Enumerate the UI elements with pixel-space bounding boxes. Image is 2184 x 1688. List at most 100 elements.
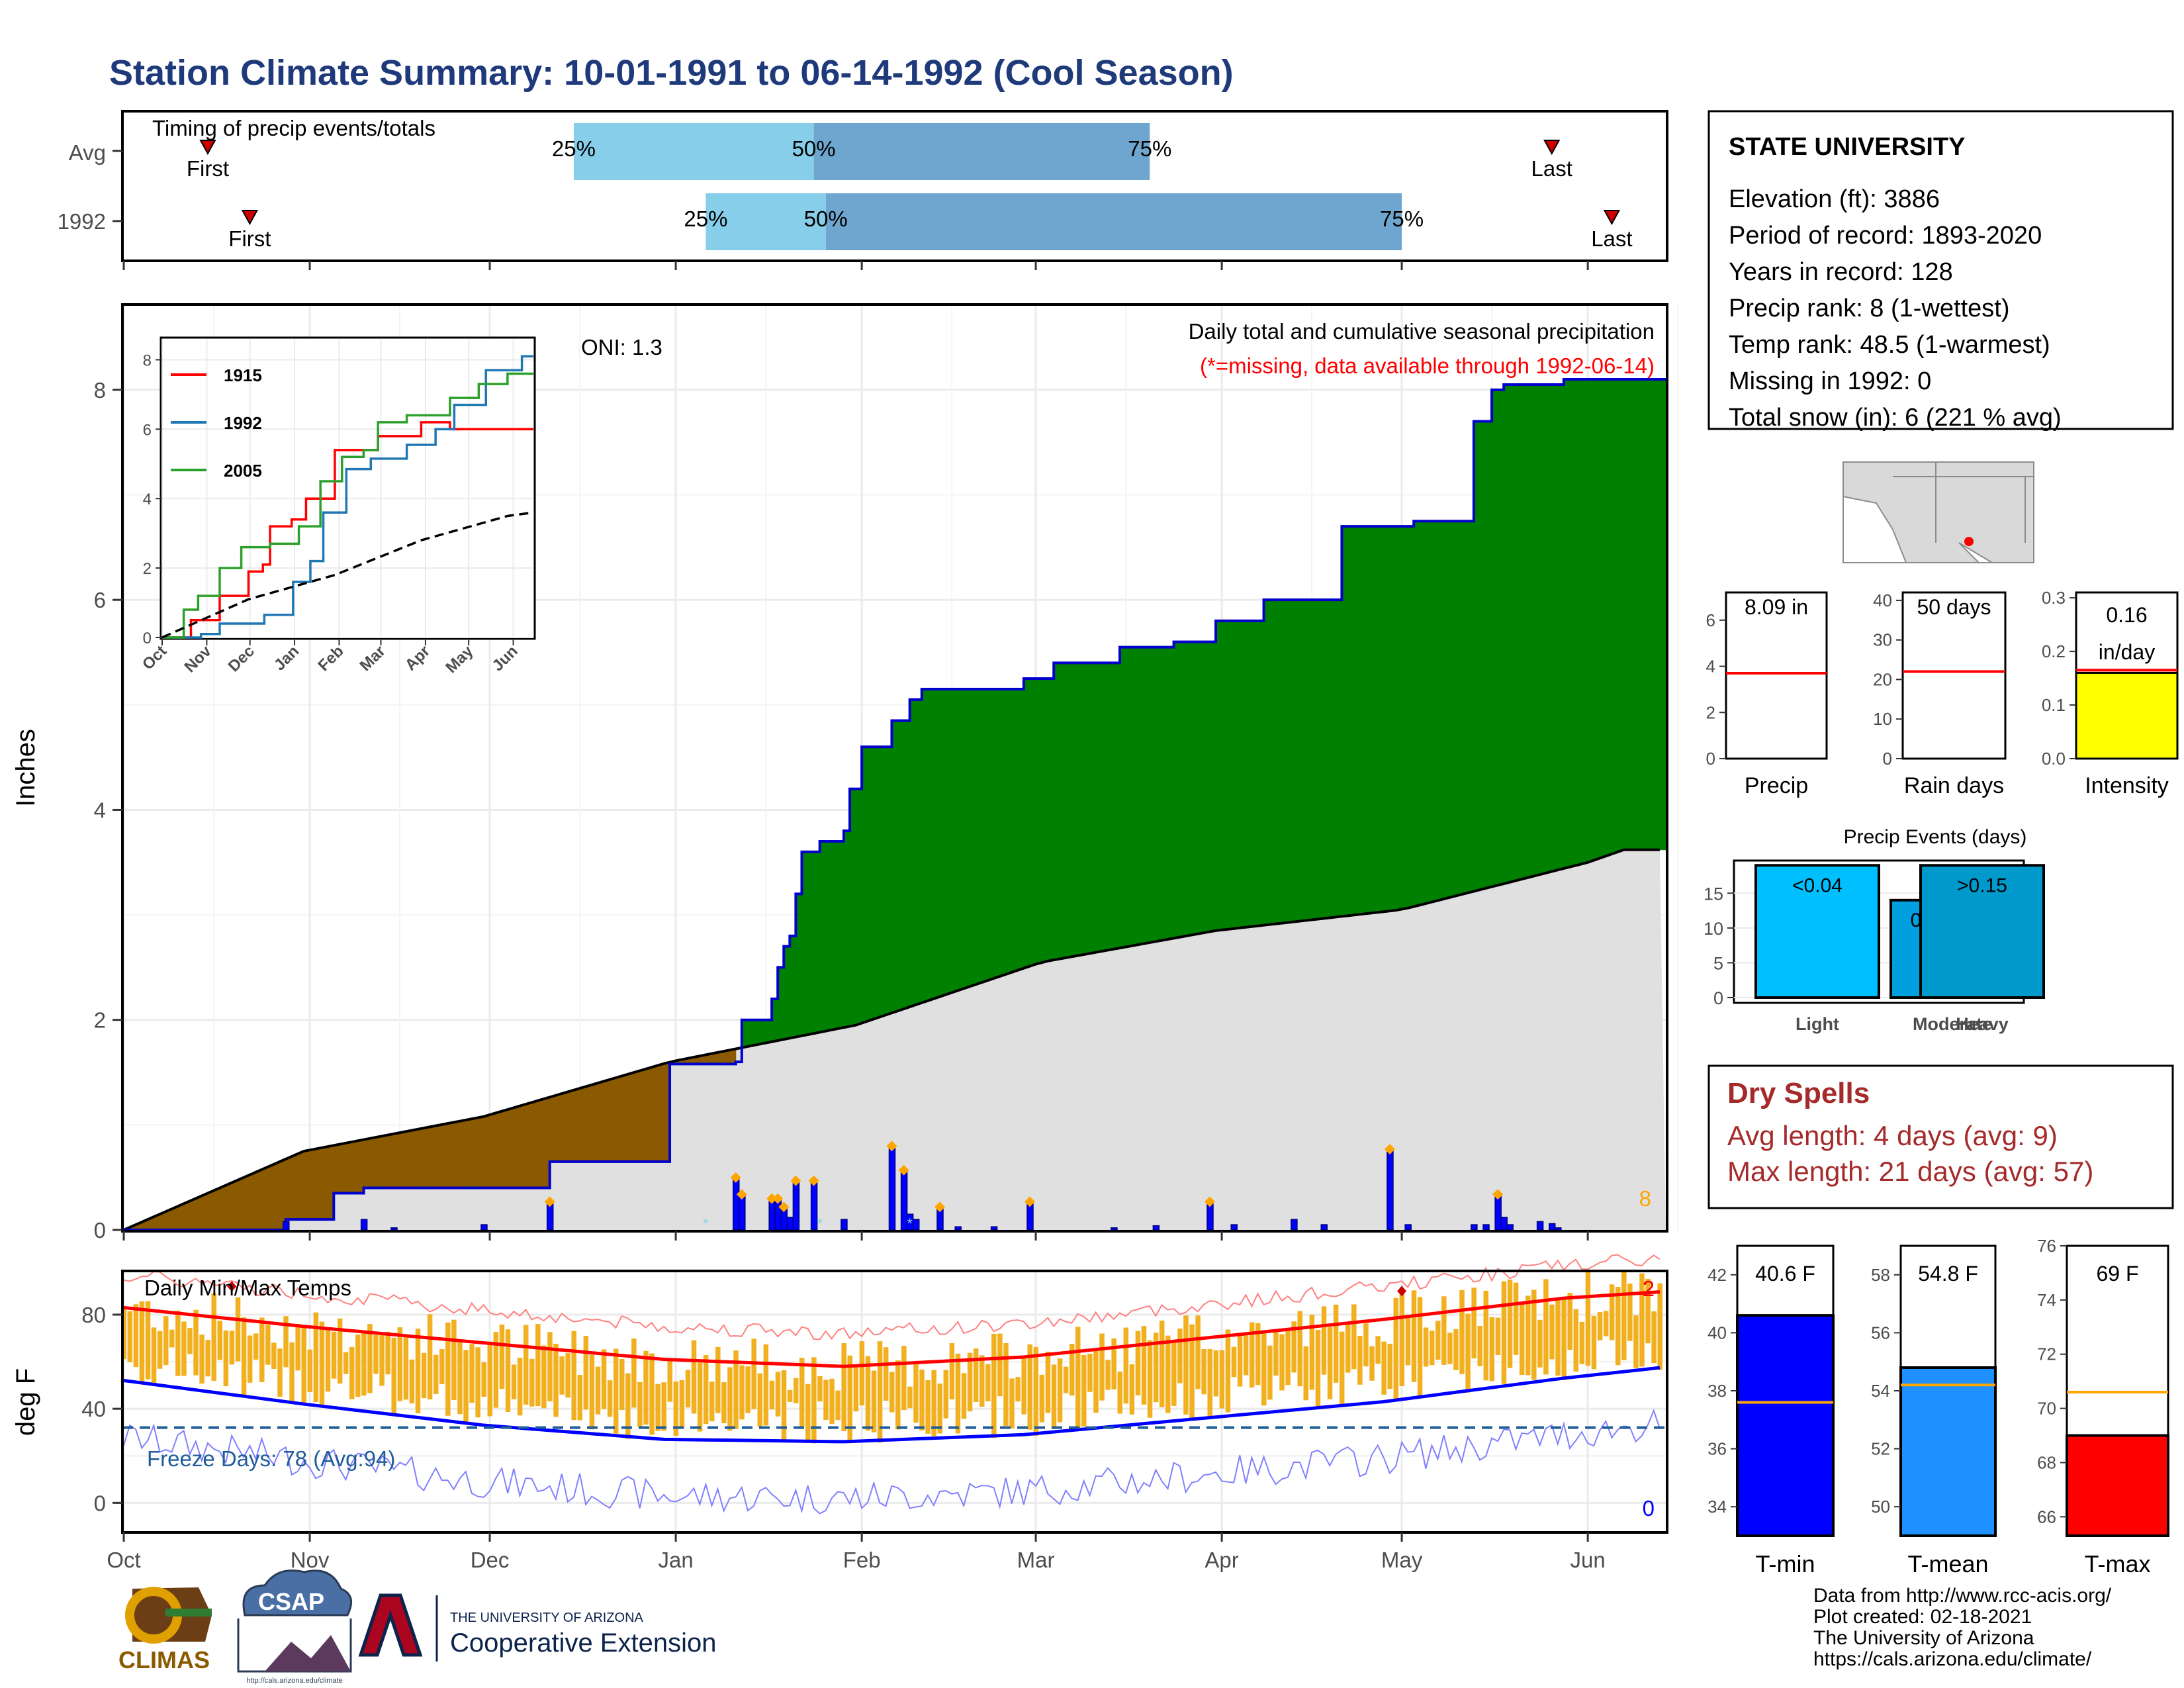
timing-bar-lower-Avg [573,123,814,180]
temp-summary-y-tick-label: 34 [1707,1497,1727,1517]
daily-temp-bar [1567,1293,1572,1350]
temp-x-tick-label: Mar [1017,1548,1055,1572]
temp-x-tick-label: Nov [291,1548,330,1572]
temp-background [122,1271,1667,1532]
daily-temp-bar [643,1350,649,1425]
summary-y-tick-label: 20 [1873,669,1892,689]
daily-temp-bar [787,1389,793,1402]
summary-value-unit-Intensity: in/day [2099,640,2155,664]
summary-y-tick-label: 30 [1873,630,1892,650]
daily-temp-bar [583,1336,589,1410]
summary-y-tick-label: 4 [1706,657,1715,677]
events-value-Heavy: >0.15 [1957,874,2007,896]
daily-temp-bar [331,1331,337,1379]
map-region-south [1958,542,1995,563]
summary-y-tick-label: 6 [1706,610,1715,630]
daily-temp-bar [931,1370,936,1436]
daily-temp-bar [943,1370,949,1419]
daily-temp-bar [1207,1348,1212,1419]
daily-temp-bar [397,1327,403,1401]
precip-panel: * * * 0 2 4 6 8 Inches ONI: 1.3 Daily total an… [11,303,1679,1243]
summary-bar-Intensity [2075,671,2179,760]
daily-temp-bar [1507,1280,1513,1368]
heavy-precip-marker [1384,1144,1395,1155]
precip-y-tick-label-0: 0 [94,1218,106,1243]
daily-temp-bar [469,1344,475,1403]
daily-temp-bar [1063,1366,1069,1393]
ua-small-text: THE UNIVERSITY OF ARIZONA [450,1611,644,1625]
timing-row-1992-label: 1992 [58,209,106,234]
summary-y-tick-label: 0.2 [2042,641,2066,661]
daily-precip-bar [1500,1217,1508,1231]
inset-y-tick-label: 0 [143,630,152,647]
precip-count-label: 8 [1639,1186,1651,1211]
temp-summary-y-tick-label: 70 [2037,1399,2056,1419]
timing-q75-Avg: 75% [1128,136,1171,161]
daily-temp-bar [1519,1302,1525,1375]
oni-label: ONI: 1.3 [581,335,662,359]
inset-y-tick-label: 6 [143,421,152,439]
temp-summary-label-T-mean: T-mean [1907,1550,1988,1577]
daily-temp-bar [661,1382,666,1431]
heavy-precip-marker [778,1201,790,1213]
daily-temp-bar [181,1321,187,1376]
daily-temp-bar [1501,1281,1507,1384]
daily-temp-bar [505,1329,511,1413]
daily-temp-bar [241,1317,247,1398]
timing-q50-Avg: 50% [792,136,836,161]
daily-temp-bar [1381,1341,1387,1395]
temp-summary-y-tick-label: 56 [1871,1323,1890,1342]
daily-temp-bar [1051,1364,1057,1429]
daily-temp-bar [1489,1317,1495,1382]
daily-temp-bar [1651,1311,1657,1364]
temp-summary-bar-T-min [1736,1314,1835,1537]
daily-temp-bar [1633,1315,1639,1368]
daily-temp-bar [733,1350,739,1429]
daily-temp-bar [721,1382,727,1424]
heavy-precip-marker [544,1196,555,1207]
temp-max-count: 2 [1643,1276,1655,1301]
daily-temp-bar [985,1364,991,1402]
daily-temp-bar [1027,1344,1032,1430]
timing-first-marker-1992 [241,210,259,226]
daily-temp-bar [775,1372,781,1417]
daily-temp-bar [361,1330,367,1396]
daily-temp-bar [595,1366,601,1415]
daily-temp-bar [229,1331,235,1365]
daily-temp-bar [697,1362,703,1432]
daily-temp-bar [391,1337,396,1414]
daily-temp-bar [481,1362,486,1397]
temp-x-tick-label: Apr [1205,1548,1238,1572]
daily-temp-bar [625,1373,631,1439]
inset-legend-1915: 1915 [224,365,262,385]
temp-y-tick-label: 40 [81,1397,106,1421]
daily-precip-bar [360,1219,368,1231]
daily-temp-bar [1363,1323,1369,1367]
daily-temp-bar [757,1373,763,1427]
daily-temp-bar [211,1293,216,1382]
daily-temp-bar [1579,1321,1585,1364]
footer-line-3: The University of Arizona [1813,1627,2034,1649]
daily-temp-bar [1591,1315,1597,1370]
csap-mountains [265,1635,351,1671]
summary-y-tick-label: 0.1 [2042,695,2066,715]
daily-temp-bar [979,1355,985,1407]
daily-temp-bar [1303,1346,1309,1401]
daily-temp-bar [1297,1311,1302,1387]
station-period: Period of record: 1893-2020 [1729,222,2042,250]
daily-temp-bar [1117,1371,1122,1414]
precip-y-tick-label-4: 4 [94,798,106,822]
daily-temp-bar [127,1311,133,1362]
temp-x-tick-label: Jun [1570,1548,1606,1572]
summary-label-Rain days: Rain days [1904,773,2004,798]
temp-summary-y-tick-label: 38 [1707,1381,1727,1401]
temp-summary-label-T-max: T-max [2084,1550,2150,1577]
precip-y-tick-label-8: 8 [94,378,106,402]
temp-summary-y-tick-label: 66 [2037,1507,2056,1526]
summary-y-tick-label: 2 [1706,702,1715,722]
precip-legend-line1: Daily total and cumulative seasonal prec… [1189,319,1655,344]
daily-temp-bar [601,1349,607,1409]
avg-min-line [123,1366,1661,1444]
inset-y-tick-label: 4 [143,491,152,508]
daily-temp-bar [319,1321,325,1405]
